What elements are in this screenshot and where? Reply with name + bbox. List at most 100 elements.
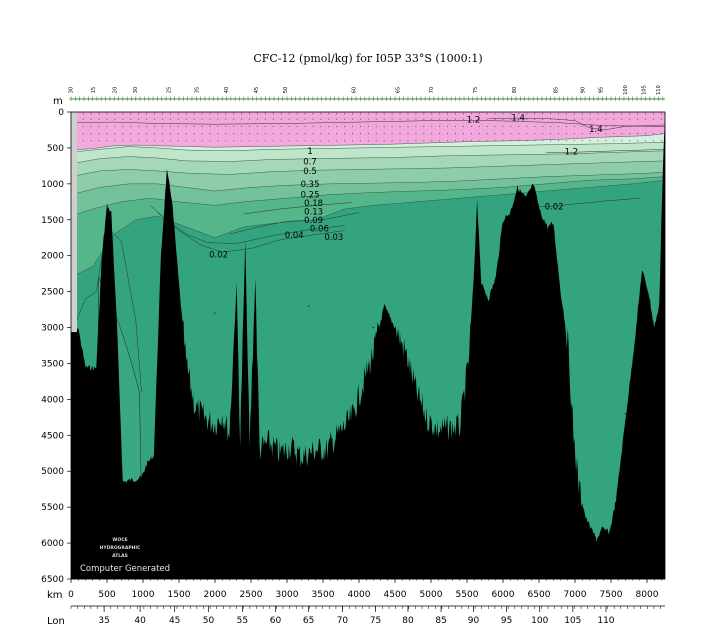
sample-dot — [280, 118, 282, 120]
sample-dot — [177, 125, 179, 127]
sample-dot — [439, 113, 441, 115]
x-tick-label: 4500 — [384, 590, 407, 600]
station-marker: + — [159, 95, 165, 103]
station-marker: + — [651, 95, 657, 103]
sample-dot — [454, 133, 457, 135]
sample-dot — [502, 140, 504, 142]
band-surface-edge — [71, 133, 665, 151]
sample-dot — [177, 118, 179, 120]
sample-dot — [225, 113, 227, 115]
sample-dot — [383, 133, 385, 135]
sample-dot — [383, 118, 385, 120]
sample-dot — [454, 140, 457, 142]
sample-dot — [209, 125, 211, 127]
sample-dot — [549, 118, 552, 120]
contour-upper-1-2 — [546, 149, 665, 153]
contour-label: 0.7 — [303, 158, 317, 168]
x-tick-label: 3000 — [276, 590, 299, 600]
sample-dot — [502, 118, 504, 120]
sample-dot — [581, 125, 583, 127]
sample-dot — [185, 140, 187, 142]
chart-title: CFC-12 (pmol/kg) for I05P 33°S (1000:1) — [253, 52, 482, 65]
sample-dot — [304, 125, 306, 127]
sample-dot — [518, 140, 520, 142]
station-marker: + — [435, 95, 441, 103]
sample-dot — [114, 133, 116, 135]
sample-dot — [193, 125, 195, 127]
sample-dot — [510, 113, 512, 115]
sample-dot — [589, 118, 591, 120]
lon-tick-label: 40 — [134, 616, 146, 626]
sample-dot — [589, 125, 591, 127]
station-marker: + — [85, 95, 91, 103]
sample-dot — [161, 118, 163, 120]
sample-dot — [415, 140, 417, 142]
sample-dot — [241, 113, 243, 115]
sample-dot — [407, 125, 409, 127]
lon-tick-label: 105 — [564, 616, 581, 626]
sample-dot — [185, 118, 187, 120]
sample-dot — [288, 140, 290, 142]
sample-dot — [415, 133, 417, 135]
sample-dot — [209, 118, 211, 120]
sample-dot — [344, 140, 346, 142]
sample-dot — [581, 133, 583, 135]
sample-dot — [217, 133, 219, 135]
sample-dot — [233, 118, 235, 120]
sample-dot — [605, 140, 607, 142]
sample-dot — [169, 113, 171, 115]
station-marker: + — [630, 95, 636, 103]
sample-dot — [201, 133, 203, 135]
sample-dot — [304, 133, 306, 135]
band-07-edge — [71, 150, 665, 164]
sample-dot — [526, 113, 528, 115]
sample-dot — [549, 140, 552, 142]
sample-dot — [391, 125, 393, 127]
station-marker: + — [422, 95, 428, 103]
sample-dot — [375, 133, 377, 135]
lon-axis-label: Lon — [47, 616, 65, 627]
sample-dot — [542, 140, 544, 142]
sample-dot — [383, 125, 385, 127]
station-marker: + — [103, 95, 109, 103]
contour-label: 0.02 — [209, 251, 228, 261]
logo-line-3: ATLAS — [112, 553, 128, 559]
lon-axis: 35 40 45 50 55 60 65 70 75 80 85 90 95 100 105 110 — [70, 605, 665, 626]
sample-dot — [557, 113, 559, 115]
sample-dot — [296, 133, 298, 135]
sample-dot — [624, 413, 627, 415]
sample-dot — [597, 113, 599, 115]
station-marker: + — [366, 95, 372, 103]
lon-tick-label: 75 — [370, 616, 381, 626]
sample-dot — [351, 118, 354, 120]
station-marker: + — [370, 95, 376, 103]
sample-dot — [391, 118, 393, 120]
sample-dot — [660, 140, 662, 142]
sample-dot — [391, 133, 393, 135]
station-marker: + — [466, 95, 472, 103]
station-marker: + — [405, 95, 411, 103]
sample-dot — [613, 125, 615, 127]
station-label: 70 — [429, 87, 435, 93]
sample-dot — [621, 113, 623, 115]
sample-dot — [391, 113, 393, 115]
sample-dot — [645, 118, 647, 120]
sample-dot — [486, 133, 488, 135]
sample-dot — [256, 113, 259, 115]
station-marker: + — [349, 95, 355, 103]
station-marker: + — [293, 95, 299, 103]
station-marker: + — [375, 95, 381, 103]
sample-dot — [359, 133, 361, 135]
sample-dot — [280, 140, 282, 142]
sample-dot — [138, 125, 140, 127]
missing-data-strip — [71, 112, 77, 332]
station-marker: + — [167, 95, 173, 103]
y-tick-label: 4500 — [41, 431, 64, 441]
station-marker: + — [586, 95, 592, 103]
station-marker: + — [608, 95, 614, 103]
station-marker: + — [448, 95, 454, 103]
contour-0-09 — [229, 212, 360, 235]
sample-dot — [565, 140, 567, 142]
sample-dot — [549, 113, 552, 115]
station-marker: + — [392, 95, 398, 103]
